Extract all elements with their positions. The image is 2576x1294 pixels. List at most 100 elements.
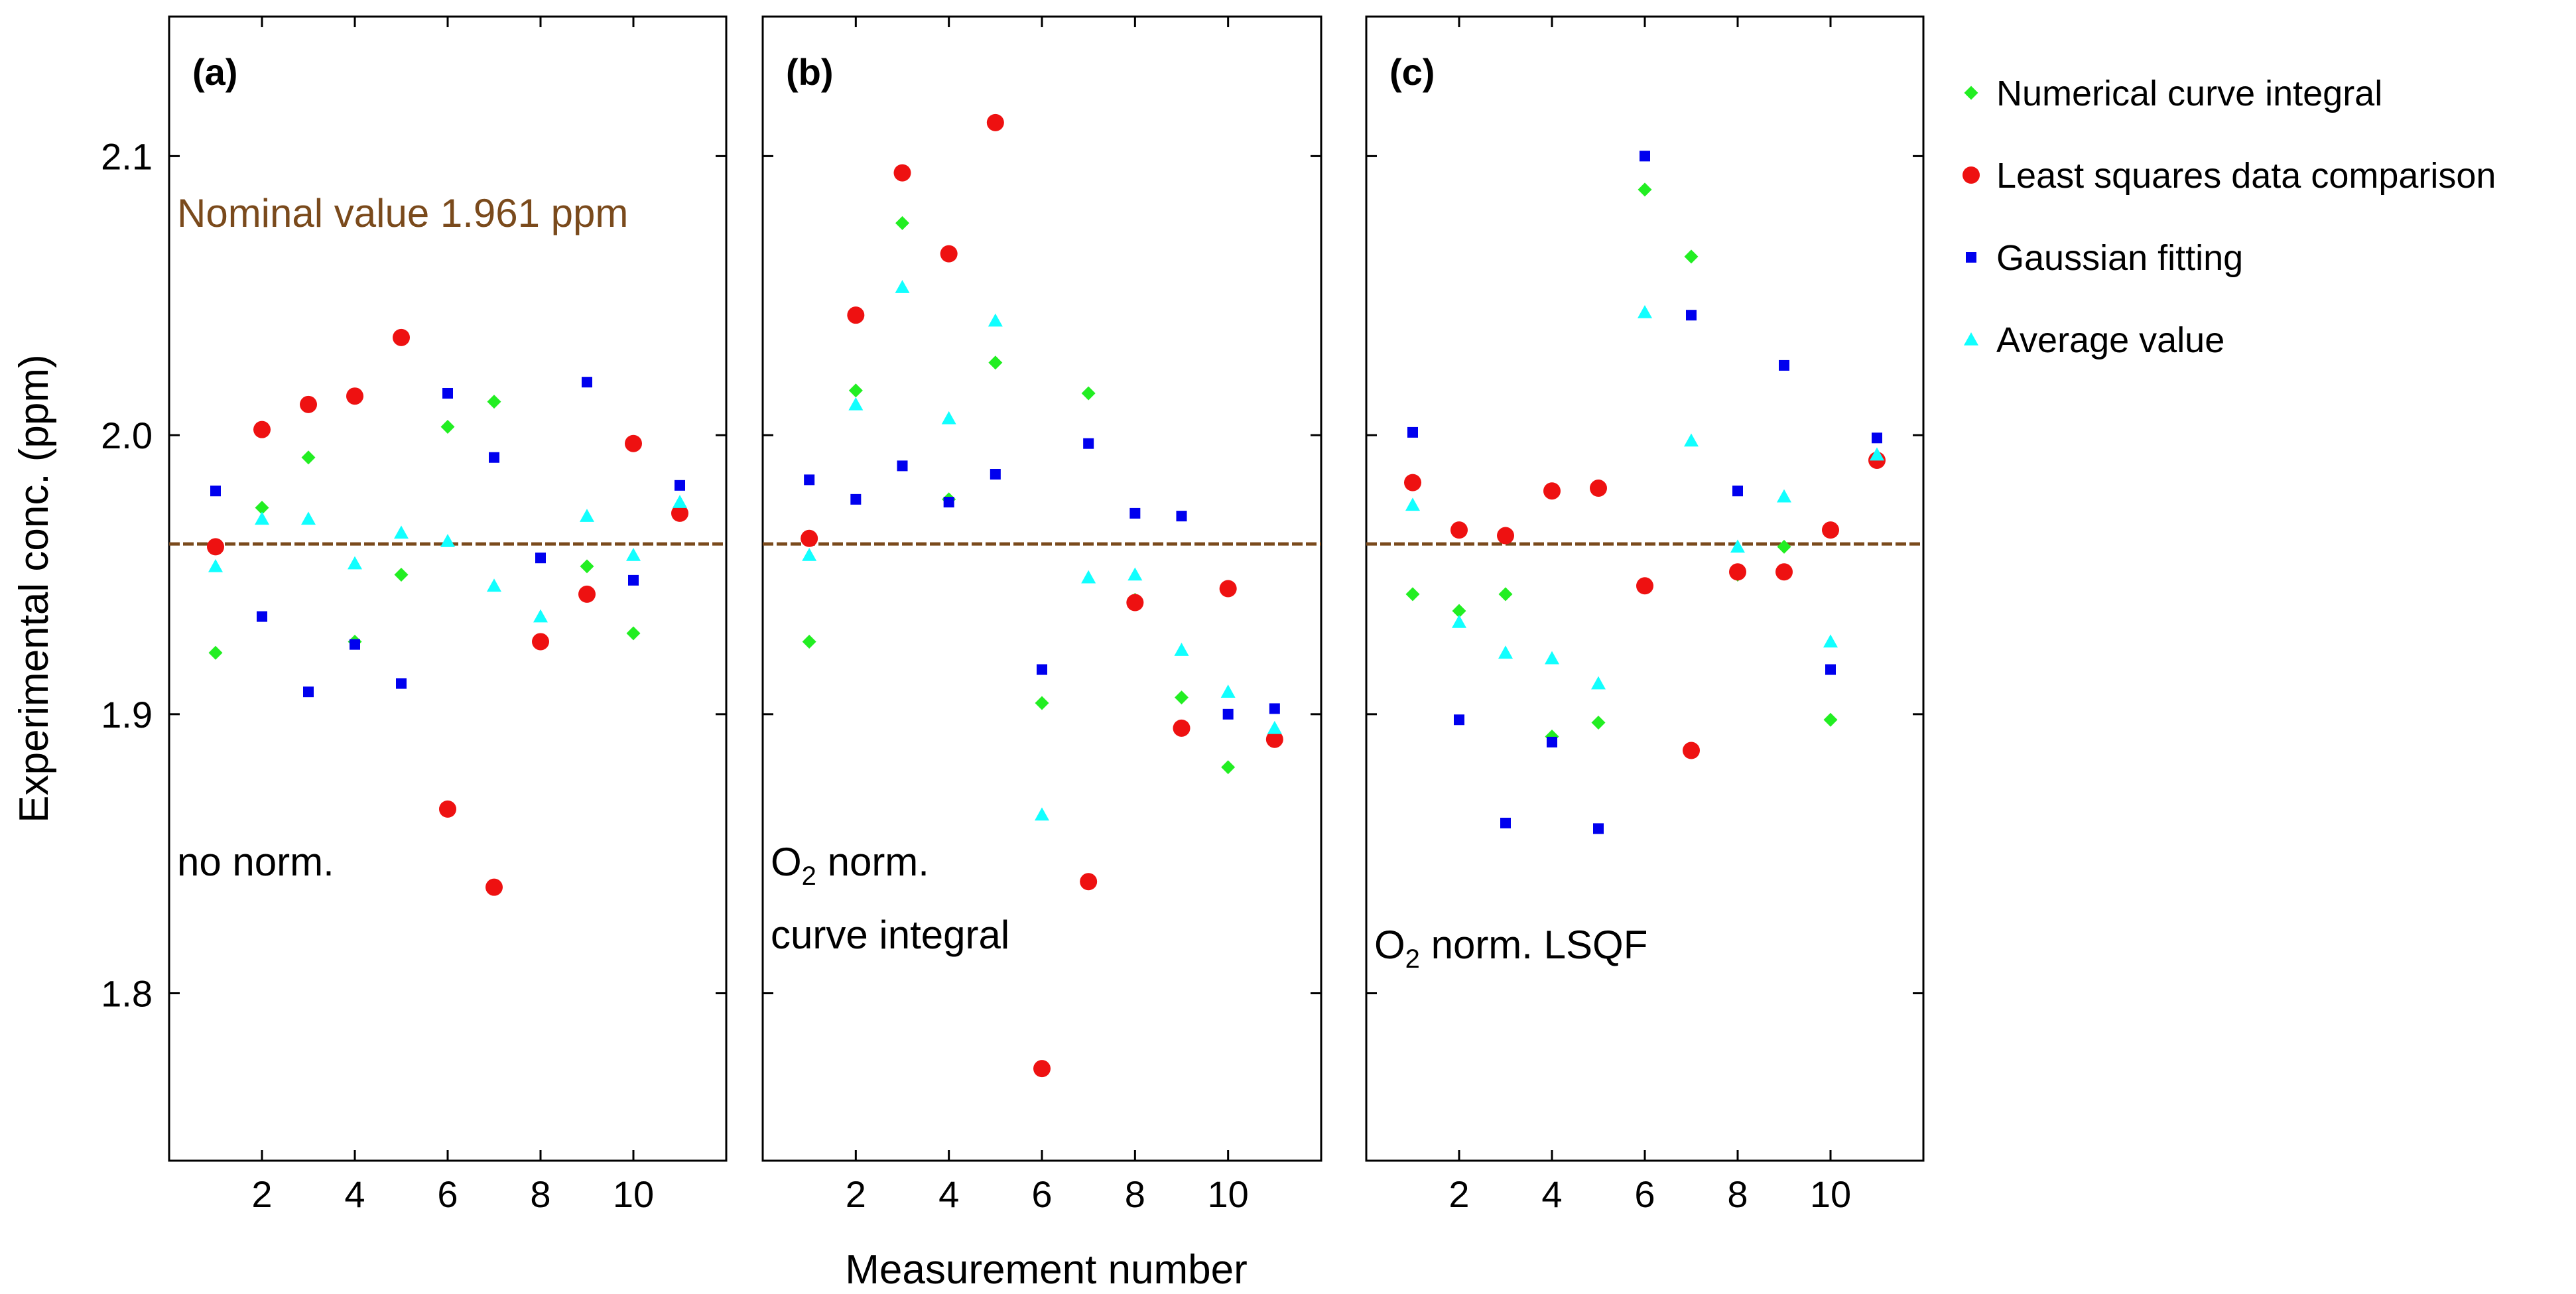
data-point [1498, 645, 1513, 659]
data-point [895, 280, 910, 293]
data-point [394, 567, 409, 582]
data-point [801, 529, 818, 547]
data-point [1407, 426, 1418, 438]
data-point [301, 511, 316, 525]
data-point [1729, 563, 1746, 581]
data-point [1686, 310, 1697, 321]
series-square [1407, 151, 1882, 834]
series-square [210, 377, 685, 698]
data-point [1638, 304, 1652, 318]
series-square [804, 438, 1280, 720]
x-tick-label: 8 [1125, 1173, 1145, 1215]
data-point [1035, 807, 1049, 821]
data-point [532, 633, 549, 651]
data-point [1220, 684, 1236, 698]
data-point [1037, 664, 1047, 675]
series-diamond [802, 216, 1282, 775]
data-point [1221, 760, 1236, 775]
data-point [1870, 447, 1884, 461]
y-tick-label: 2.0 [101, 415, 153, 456]
data-point [303, 686, 314, 698]
data-point [1176, 511, 1187, 522]
data-point [990, 469, 1001, 480]
data-point [1777, 539, 1791, 554]
data-point [804, 474, 815, 485]
data-point [1033, 1060, 1051, 1078]
panel-frame [168, 15, 728, 1162]
data-point [1823, 634, 1838, 648]
legend-label: Gaussian fitting [1996, 238, 2243, 278]
panel-annotation: O2 norm. [771, 840, 929, 891]
data-point [847, 306, 865, 324]
series-circle [801, 113, 1283, 1078]
data-point [1684, 249, 1699, 264]
data-point [1267, 720, 1282, 734]
data-point [1730, 539, 1745, 553]
panel-label: (c) [1389, 51, 1435, 93]
data-point [848, 383, 863, 398]
data-point [1591, 676, 1606, 690]
data-point [440, 419, 455, 434]
data-point [673, 495, 687, 508]
data-point [1405, 497, 1420, 511]
data-point [1823, 712, 1838, 727]
data-point [1777, 489, 1791, 503]
data-point [578, 585, 596, 603]
data-point [986, 113, 1004, 131]
data-point [394, 525, 409, 539]
data-point [533, 609, 548, 623]
panel-c: 2 4 6 8 10 (c) O2 norm. LSQF [1365, 15, 1925, 1215]
data-point [675, 480, 685, 491]
data-point [1222, 708, 1234, 720]
data-point [257, 611, 267, 622]
data-point [848, 397, 864, 411]
legend-marker [1963, 166, 1980, 184]
data-point [348, 556, 362, 570]
data-point [988, 356, 1003, 370]
data-point [487, 395, 501, 409]
data-point [1452, 614, 1466, 628]
panel-label: (a) [192, 51, 237, 93]
panel-annotation: curve integral [771, 913, 1009, 957]
data-point [941, 411, 956, 424]
series-triangle [1405, 304, 1884, 690]
series-diamond [1405, 182, 1884, 744]
data-point [625, 434, 642, 452]
series-circle [207, 328, 688, 896]
data-point [1683, 742, 1700, 759]
data-point [1081, 570, 1096, 584]
legend-label: Numerical curve integral [1996, 74, 2382, 113]
data-point [1083, 438, 1094, 449]
x-tick-label: 2 [1449, 1173, 1469, 1215]
data-point [1543, 482, 1561, 500]
panel-frame [761, 15, 1322, 1162]
data-point [1825, 664, 1836, 675]
data-point [988, 313, 1003, 327]
panel-b: 2 4 6 8 10 (b) O2 norm. curve integral [761, 15, 1322, 1215]
data-point [1035, 696, 1049, 710]
data-point [897, 460, 908, 472]
data-point [1127, 567, 1143, 581]
data-point [1640, 151, 1650, 162]
legend-label: Average value [1996, 320, 2224, 360]
data-point [1219, 580, 1237, 598]
data-point [940, 245, 958, 263]
x-tick-label: 4 [1541, 1173, 1562, 1215]
nominal-label: Nominal value 1.961 ppm [177, 191, 628, 235]
data-point [1452, 604, 1466, 618]
panel-label: (b) [786, 51, 834, 93]
data-point [626, 626, 641, 641]
data-point [1405, 587, 1420, 602]
x-tick-label: 8 [530, 1173, 550, 1215]
data-point [1081, 386, 1096, 401]
data-point [485, 878, 503, 896]
data-point [1454, 714, 1464, 726]
data-point [1636, 577, 1653, 595]
y-tick-label: 2.1 [101, 135, 153, 177]
data-point [350, 639, 360, 650]
legend: Numerical curve integral Least squares da… [1963, 74, 2496, 360]
data-point [1593, 823, 1604, 834]
x-tick-label: 6 [1634, 1173, 1655, 1215]
data-point [207, 538, 224, 556]
